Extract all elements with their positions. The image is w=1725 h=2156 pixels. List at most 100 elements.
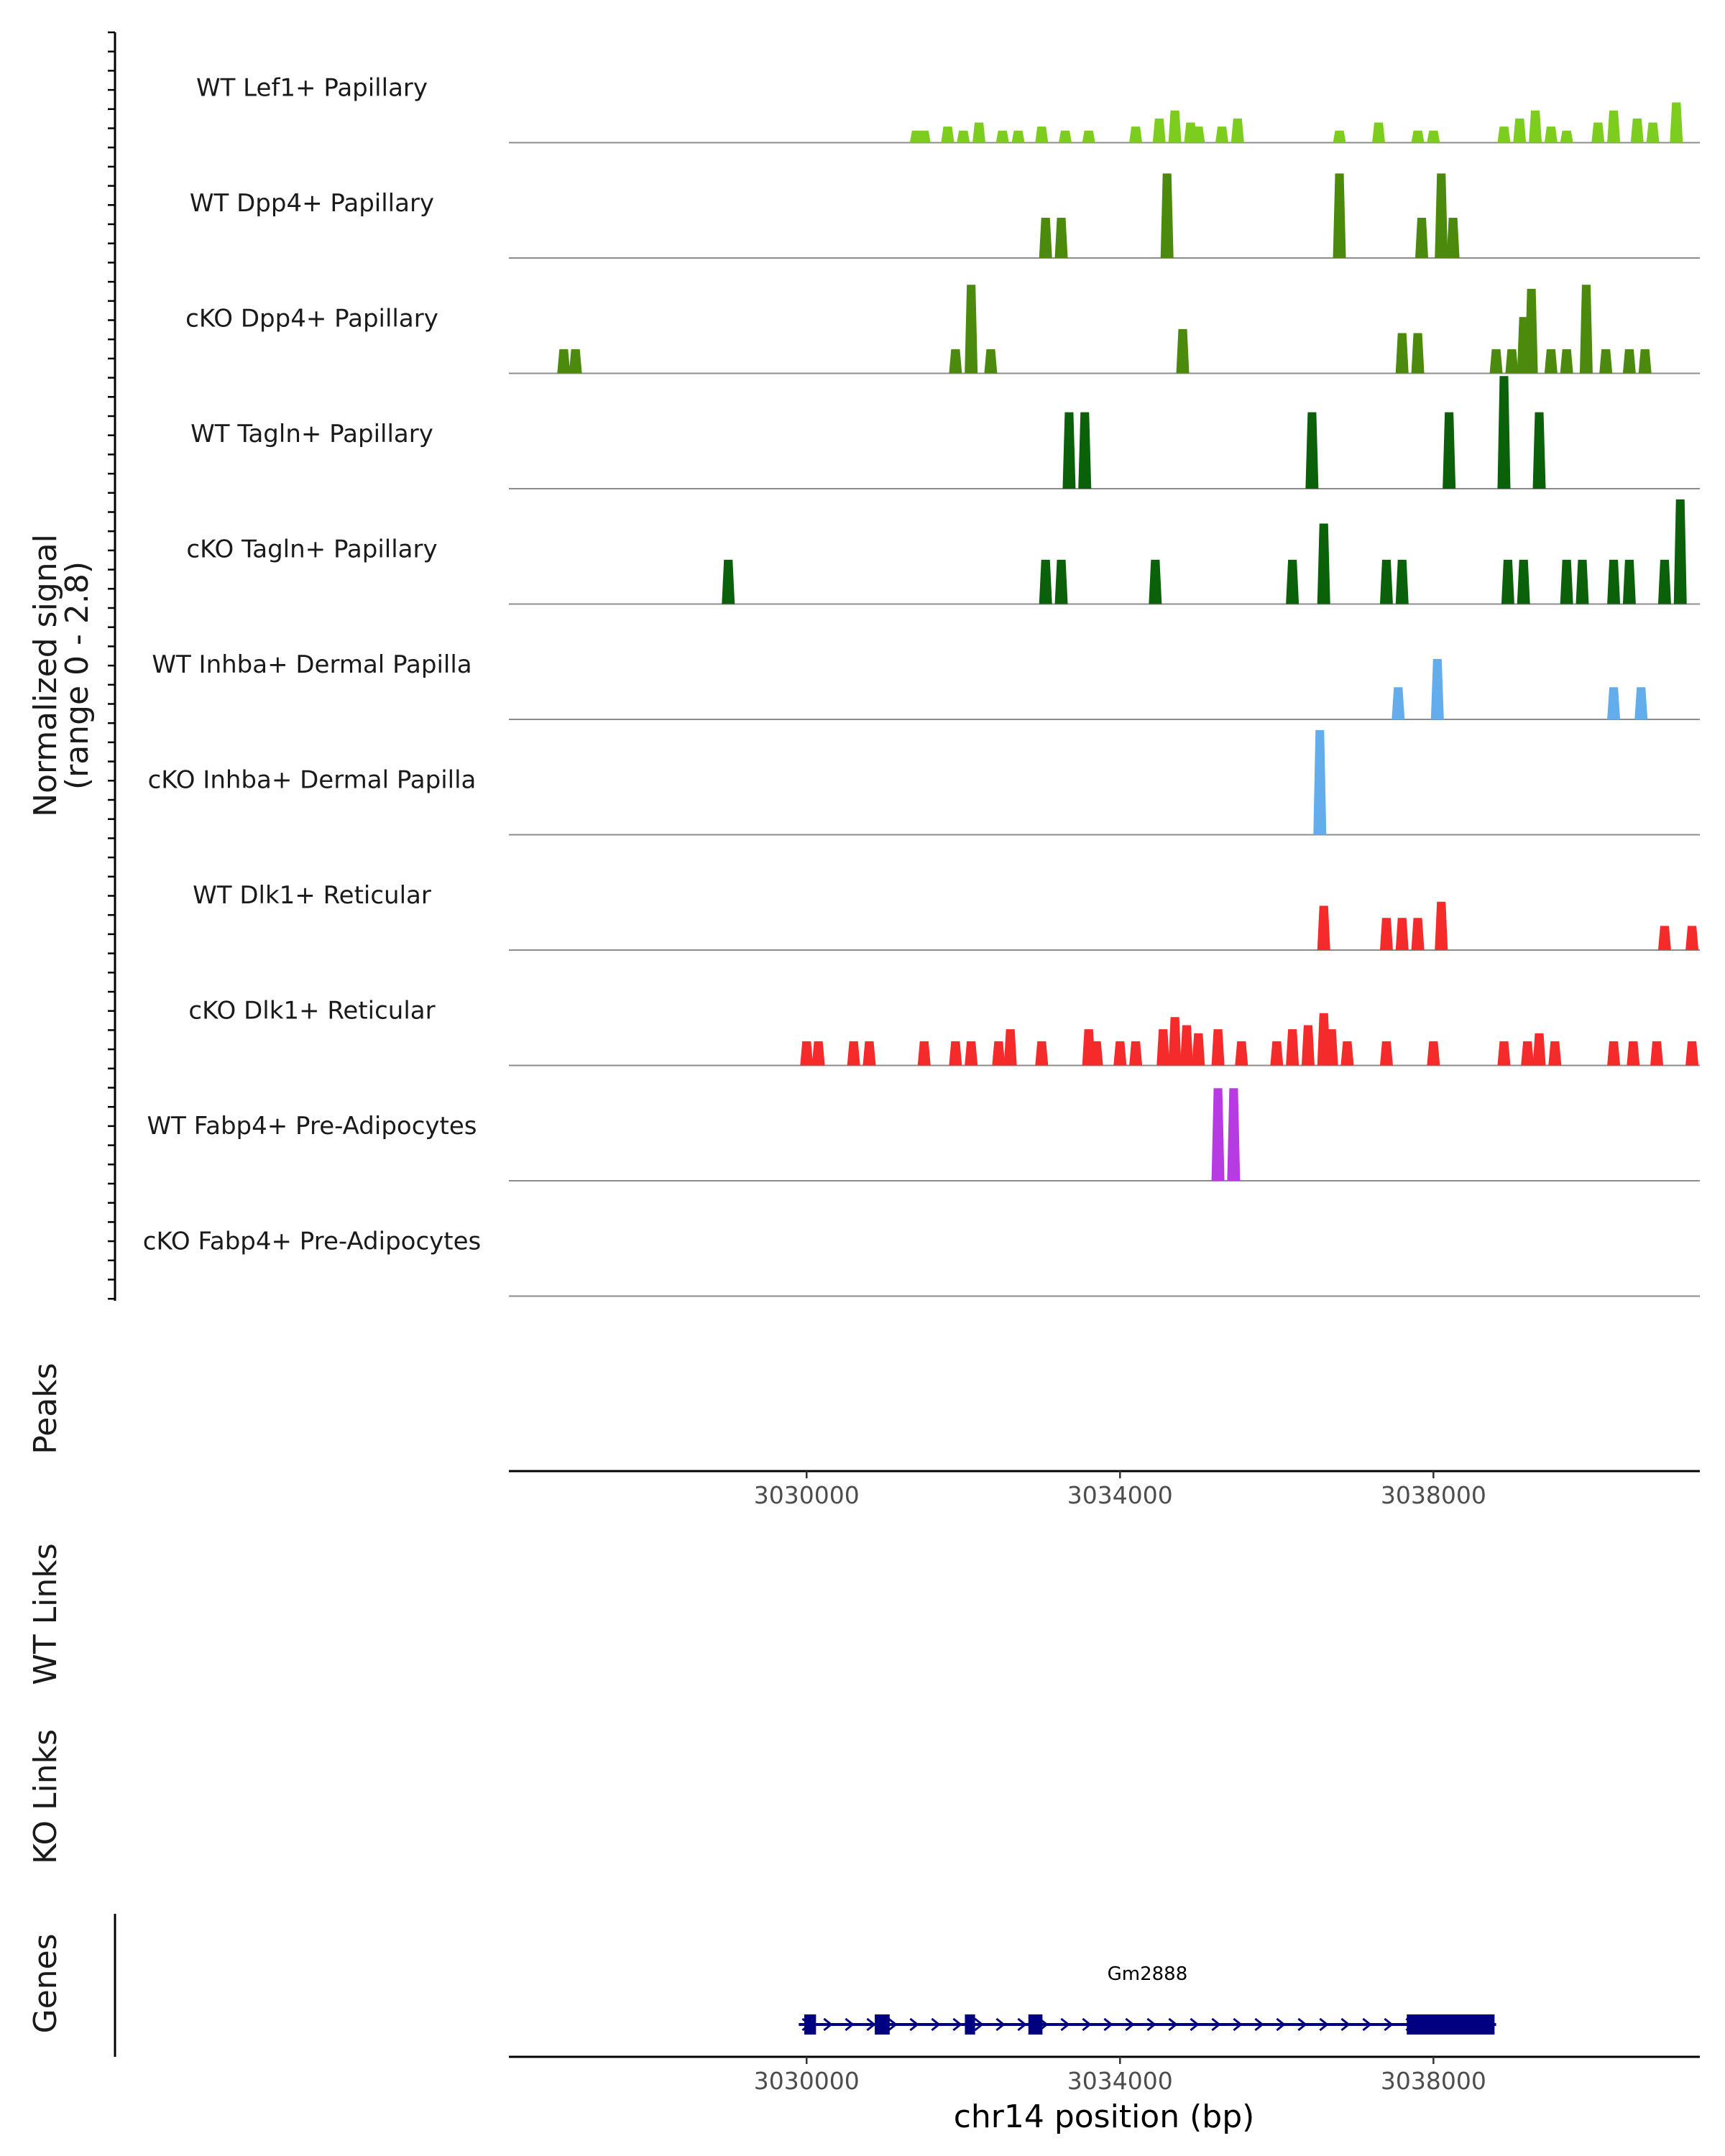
- signal-peak: [1305, 412, 1319, 489]
- signal-peak: [1685, 1041, 1699, 1066]
- signal-peak: [1411, 130, 1425, 143]
- signal-peak: [1317, 906, 1330, 950]
- strand-arrow: [974, 2017, 984, 2032]
- signal-peak: [800, 1041, 814, 1066]
- track-label: cKO Dpp4+ Papillary: [185, 305, 438, 333]
- strand-arrow: [995, 2017, 1006, 2032]
- signal-peak: [1168, 1017, 1182, 1066]
- signal-peak: [1607, 687, 1621, 719]
- signal-peak: [1548, 1041, 1562, 1066]
- strand-arrow: [952, 2017, 962, 2032]
- signal-peak: [1560, 559, 1573, 604]
- gene-exon: [875, 2014, 890, 2035]
- gene-name: Gm2888: [1108, 1963, 1188, 1985]
- strand-arrow: [1276, 2017, 1286, 2032]
- strand-arrow: [823, 2017, 833, 2032]
- track-label: cKO Tagln+ Papillary: [186, 535, 437, 564]
- signal-peak: [941, 126, 954, 143]
- signal-peak: [1058, 130, 1072, 143]
- wt-links-panel-label: WT Links: [27, 1543, 64, 1685]
- strand-arrow: [1146, 2017, 1156, 2032]
- track-label: WT Dpp4+ Papillary: [190, 189, 434, 218]
- signal-peak: [1650, 1041, 1664, 1066]
- x-tick-label: 3034000: [1067, 1481, 1173, 1509]
- strand-arrow: [866, 2017, 876, 2032]
- signal-peak: [1427, 1041, 1440, 1066]
- signal-peak: [1062, 412, 1076, 489]
- signal-peak: [1090, 1041, 1103, 1066]
- track-label: cKO Fabp4+ Pre-Adipocytes: [143, 1227, 482, 1256]
- track-label: WT Fabp4+ Pre-Adipocytes: [147, 1112, 477, 1141]
- gene-track: Gm2888: [799, 1963, 1496, 2035]
- signal-peak: [1395, 559, 1409, 604]
- strand-arrow: [931, 2017, 941, 2032]
- track-9: WT Fabp4+ Pre-Adipocytes: [147, 1088, 1700, 1181]
- signal-peak: [1622, 349, 1636, 374]
- track-label: WT Lef1+ Papillary: [196, 74, 428, 103]
- signal-peak: [1560, 130, 1573, 143]
- signal-peak: [1035, 1041, 1049, 1066]
- signal-peak: [1607, 559, 1621, 604]
- signal-peak: [1333, 130, 1346, 143]
- gene-exon: [1407, 2014, 1495, 2035]
- signal-peak: [1372, 122, 1386, 143]
- x-axis-title: chr14 position (bp): [954, 2099, 1255, 2135]
- signal-peak: [1227, 1088, 1241, 1181]
- signal-peak: [1054, 218, 1068, 258]
- signal-peak: [1591, 122, 1605, 143]
- signal-peak: [1340, 1041, 1354, 1066]
- track-3: WT Tagln+ Papillary: [190, 376, 1700, 489]
- track-0: WT Lef1+ Papillary: [196, 74, 1700, 144]
- signal-peak: [1435, 173, 1448, 258]
- signal-peak: [1411, 918, 1425, 950]
- signal-peak: [1630, 118, 1644, 143]
- strand-arrow: [1125, 2017, 1135, 2032]
- track-label: WT Tagln+ Papillary: [190, 420, 433, 448]
- signal-peak: [1156, 1029, 1170, 1066]
- signal-peak: [1211, 1088, 1225, 1181]
- signal-peak: [1152, 118, 1166, 143]
- x-tick-label: 3038000: [1381, 2067, 1486, 2095]
- signal-peak: [1532, 412, 1546, 489]
- signal-peak: [1634, 687, 1648, 719]
- signal-peak: [1497, 1041, 1511, 1066]
- signal-peak: [1054, 559, 1068, 604]
- y-axis-title-line2: (range 0 - 2.8): [59, 561, 96, 790]
- signal-peak: [1427, 130, 1440, 143]
- strand-arrow: [1340, 2017, 1351, 2032]
- signal-peak: [1039, 559, 1052, 604]
- signal-peak: [1443, 412, 1456, 489]
- track-5: WT Inhba+ Dermal Papilla: [152, 650, 1700, 720]
- signal-peak: [1215, 126, 1229, 143]
- signal-peak: [972, 122, 986, 143]
- track-10: cKO Fabp4+ Pre-Adipocytes: [143, 1227, 1700, 1297]
- x-tick-label: 3034000: [1067, 2067, 1173, 2095]
- genes-panel-label: Genes: [27, 1933, 64, 2033]
- strand-arrow: [1190, 2017, 1200, 2032]
- x-tick-label: 3030000: [754, 1481, 860, 1509]
- signal-peak: [1599, 349, 1613, 374]
- strand-arrow: [1103, 2017, 1113, 2032]
- signal-peak: [1011, 130, 1025, 143]
- signal-peak: [1211, 1029, 1225, 1066]
- signal-peak: [1192, 1033, 1205, 1066]
- signal-peak: [1317, 523, 1330, 604]
- strand-arrow: [909, 2017, 919, 2032]
- strand-arrow: [888, 2017, 898, 2032]
- genes-x-axis-ticks: 3030000 3034000 3038000: [754, 2057, 1486, 2095]
- strand-arrow: [1211, 2017, 1221, 2032]
- strand-arrow: [1362, 2017, 1372, 2032]
- signal-peak: [557, 349, 571, 374]
- signal-peak: [1627, 1041, 1640, 1066]
- signal-peak: [862, 1041, 876, 1066]
- strand-arrow: [845, 2017, 855, 2032]
- signal-peak: [992, 1041, 1006, 1066]
- signal-peak: [965, 1041, 978, 1066]
- track-label: WT Dlk1+ Reticular: [193, 881, 431, 910]
- signal-peak: [1544, 126, 1558, 143]
- peaks-panel-label: Peaks: [27, 1363, 64, 1454]
- signal-peak: [1333, 173, 1346, 258]
- signal-peak: [1576, 559, 1589, 604]
- signal-peak: [1039, 218, 1052, 258]
